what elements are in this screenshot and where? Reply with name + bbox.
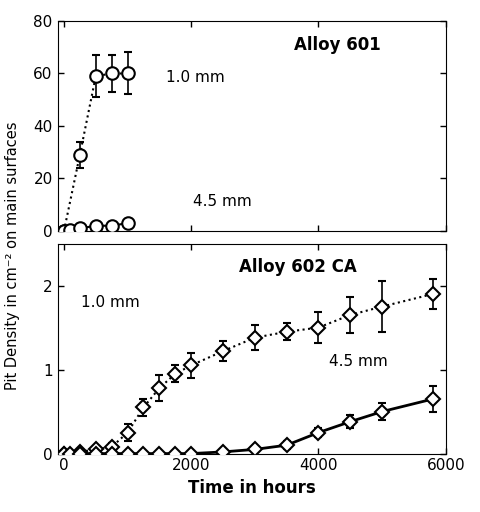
- Text: Alloy 601: Alloy 601: [294, 36, 380, 54]
- X-axis label: Time in hours: Time in hours: [188, 479, 315, 497]
- Text: 1.0 mm: 1.0 mm: [166, 70, 225, 85]
- Text: 4.5 mm: 4.5 mm: [329, 354, 388, 369]
- Text: Pit Density in cm⁻² on main surfaces: Pit Density in cm⁻² on main surfaces: [5, 122, 20, 390]
- Text: 1.0 mm: 1.0 mm: [81, 295, 140, 310]
- Text: 4.5 mm: 4.5 mm: [193, 194, 252, 209]
- Text: Alloy 602 CA: Alloy 602 CA: [240, 258, 357, 276]
